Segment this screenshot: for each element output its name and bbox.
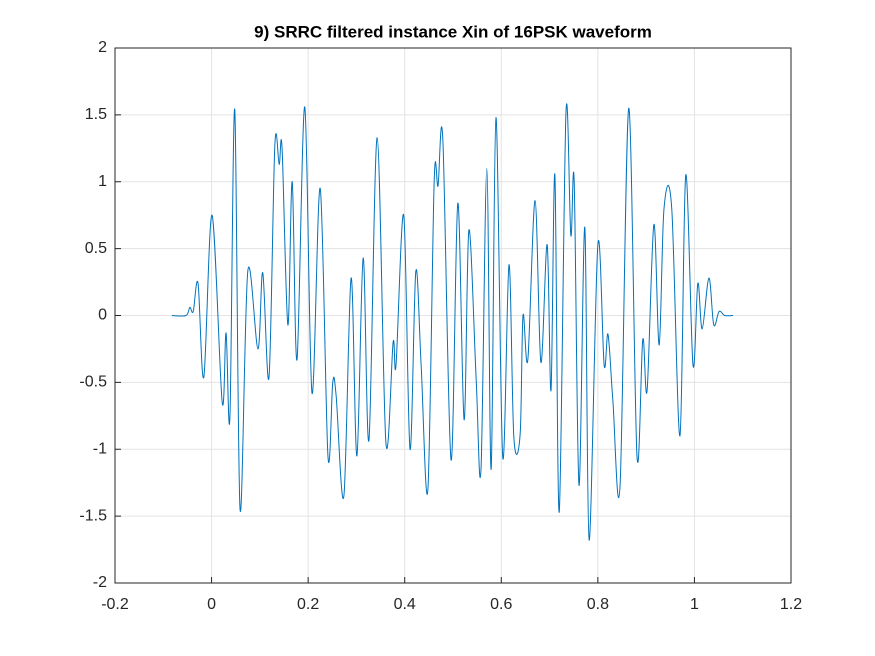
x-tick-label: -0.2 [101,596,129,613]
y-tick-label: -1 [93,440,107,457]
x-tick-label: 0.8 [587,596,609,613]
x-tick-label: 0.4 [394,596,416,613]
x-tick-label: 0.6 [490,596,512,613]
plot-frame [114,47,792,584]
x-tick-label: 1 [690,596,699,613]
line-series [171,103,734,541]
y-tick-label: 2 [98,39,107,56]
y-tick-label: -2 [93,574,107,591]
x-tick-label: 0 [207,596,216,613]
y-tick-label: 1.5 [85,106,107,123]
y-tick-label: 0 [98,307,107,324]
y-tick-label: -1.5 [79,507,107,524]
x-tick-label: 0.2 [297,596,319,613]
x-tick-label: 1.2 [780,596,802,613]
chart-title: 9) SRRC filtered instance Xin of 16PSK w… [254,22,652,41]
y-tick-label: 1 [98,173,107,190]
y-tick-label: 0.5 [85,240,107,257]
y-tick-label: -0.5 [79,374,107,391]
